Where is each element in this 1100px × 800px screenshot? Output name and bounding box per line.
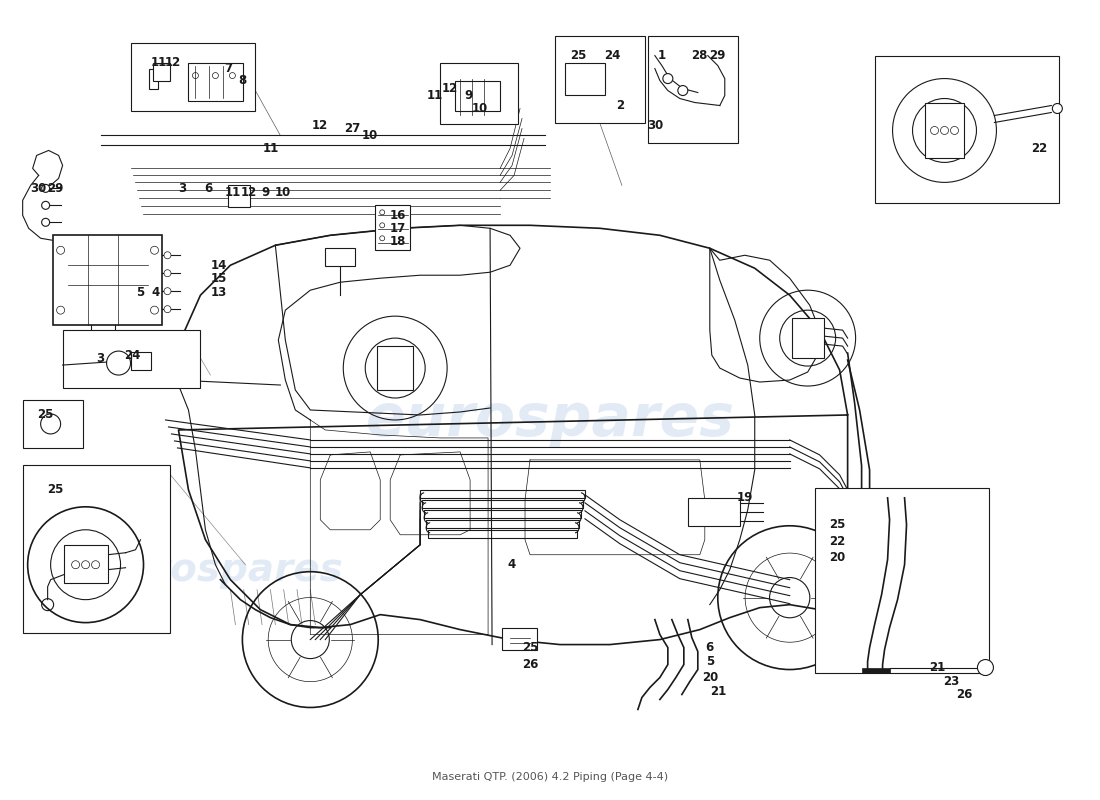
- Circle shape: [1053, 103, 1063, 114]
- Text: 13: 13: [210, 286, 227, 298]
- Circle shape: [678, 86, 688, 95]
- Bar: [425, 510, 581, 518]
- Text: 10: 10: [362, 129, 378, 142]
- Text: 12: 12: [240, 186, 256, 199]
- Text: 3: 3: [97, 351, 104, 365]
- Text: 24: 24: [604, 49, 620, 62]
- Text: 19: 19: [737, 491, 752, 504]
- Text: 21: 21: [930, 661, 946, 674]
- Bar: [815, 488, 989, 673]
- Text: Maserati QTP. (2006) 4.2 Piping (Page 4-4): Maserati QTP. (2006) 4.2 Piping (Page 4-…: [432, 772, 668, 782]
- Text: 25: 25: [47, 483, 64, 496]
- Text: 10: 10: [472, 102, 488, 115]
- Text: 10: 10: [274, 186, 290, 199]
- Text: 4: 4: [508, 558, 516, 571]
- Circle shape: [42, 218, 50, 226]
- Text: 29: 29: [710, 49, 726, 62]
- Bar: [440, 62, 518, 125]
- Bar: [502, 628, 537, 650]
- Bar: [23, 400, 82, 448]
- Circle shape: [663, 74, 673, 83]
- Text: 16: 16: [390, 209, 406, 222]
- Text: 22: 22: [829, 535, 846, 548]
- Text: 3: 3: [178, 182, 187, 195]
- Text: 28: 28: [692, 49, 708, 62]
- Text: 11: 11: [224, 186, 241, 199]
- Text: 5: 5: [136, 286, 144, 298]
- Text: 2: 2: [616, 99, 624, 112]
- Text: 30: 30: [31, 182, 47, 195]
- Text: 12: 12: [164, 56, 180, 69]
- Text: 25: 25: [570, 49, 586, 62]
- Circle shape: [164, 306, 170, 313]
- Text: 20: 20: [829, 551, 846, 564]
- Text: 23: 23: [944, 675, 959, 688]
- Circle shape: [164, 270, 170, 277]
- Bar: [63, 330, 200, 388]
- Text: eurospares: eurospares: [98, 550, 343, 589]
- Bar: [148, 69, 158, 89]
- Bar: [53, 235, 163, 325]
- Text: 11: 11: [151, 56, 166, 69]
- Bar: [131, 352, 151, 370]
- Text: 8: 8: [239, 74, 246, 87]
- Text: 6: 6: [205, 182, 212, 195]
- Circle shape: [164, 252, 170, 258]
- Bar: [375, 206, 410, 250]
- Text: 18: 18: [390, 234, 406, 248]
- Bar: [648, 36, 738, 143]
- Text: eurospares: eurospares: [365, 391, 735, 449]
- Text: 6: 6: [706, 641, 714, 654]
- Text: 4: 4: [152, 286, 160, 298]
- Text: 20: 20: [702, 671, 718, 684]
- Bar: [556, 36, 645, 123]
- Text: 1: 1: [658, 49, 666, 62]
- Bar: [565, 62, 605, 94]
- Text: 12: 12: [312, 119, 329, 132]
- Text: 12: 12: [442, 82, 459, 95]
- Bar: [326, 248, 355, 266]
- Text: 7: 7: [224, 62, 232, 75]
- Bar: [188, 62, 243, 101]
- Bar: [377, 346, 414, 390]
- Bar: [874, 55, 1059, 203]
- Bar: [229, 186, 251, 207]
- Text: 24: 24: [124, 349, 141, 362]
- Text: 9: 9: [261, 186, 270, 199]
- Bar: [420, 490, 585, 498]
- Bar: [861, 667, 890, 673]
- Text: 27: 27: [344, 122, 361, 135]
- Text: 14: 14: [210, 258, 227, 272]
- Bar: [23, 465, 170, 633]
- Bar: [426, 520, 579, 528]
- Text: 26: 26: [521, 658, 538, 671]
- Bar: [153, 62, 170, 81]
- Text: 21: 21: [710, 685, 726, 698]
- Circle shape: [42, 202, 50, 210]
- Text: 17: 17: [390, 222, 406, 234]
- Text: 25: 25: [521, 641, 538, 654]
- Text: 25: 25: [829, 518, 846, 531]
- Text: 22: 22: [1032, 142, 1047, 155]
- Text: 5: 5: [706, 655, 714, 668]
- Bar: [131, 42, 255, 110]
- Bar: [924, 102, 965, 158]
- Text: 25: 25: [37, 409, 54, 422]
- Text: 30: 30: [647, 119, 663, 132]
- Text: 26: 26: [956, 688, 972, 701]
- Circle shape: [164, 288, 170, 294]
- Bar: [792, 318, 824, 358]
- Bar: [688, 498, 740, 526]
- Bar: [422, 500, 583, 508]
- Circle shape: [978, 659, 993, 675]
- Text: 15: 15: [210, 272, 227, 285]
- Text: 11: 11: [427, 89, 443, 102]
- Bar: [455, 81, 500, 110]
- Bar: [64, 545, 108, 582]
- Bar: [428, 530, 578, 538]
- Text: 9: 9: [464, 89, 472, 102]
- Circle shape: [42, 184, 50, 192]
- Text: 11: 11: [262, 142, 278, 155]
- Text: 29: 29: [47, 182, 64, 195]
